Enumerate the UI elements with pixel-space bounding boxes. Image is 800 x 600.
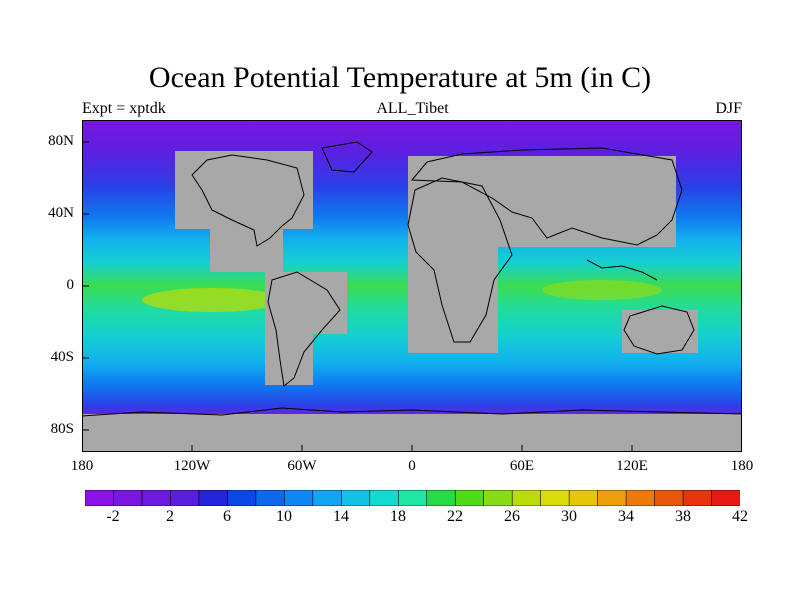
warm-pool-indian: [542, 280, 662, 300]
warm-pool-pacific: [142, 288, 282, 312]
land-south-america: [265, 272, 347, 334]
coastline-australia: [623, 305, 695, 355]
colorbar-swatch: [85, 490, 115, 506]
colorbar-swatch: [340, 490, 371, 506]
colorbar: [85, 490, 740, 506]
colorbar-swatch: [141, 490, 172, 506]
colorbar-label: 14: [333, 508, 349, 525]
land-australia: [622, 310, 698, 353]
colorbar-swatch: [454, 490, 485, 506]
coastline-south-america: [267, 271, 341, 387]
colorbar-label: 38: [675, 508, 691, 525]
colorbar-swatch: [198, 490, 228, 506]
coastline-eurasia: [410, 147, 683, 246]
land-central-america: [210, 225, 283, 272]
colorbar-swatch: [540, 490, 570, 506]
colorbar-swatch: [284, 490, 314, 506]
colorbar-swatch: [483, 490, 513, 506]
colorbar-label: 30: [561, 508, 577, 525]
experiment-label: Expt = xptdk: [82, 100, 166, 117]
colorbar-swatch: [711, 490, 740, 506]
coastline-north-america: [191, 154, 305, 247]
colorbar-swatch: [369, 490, 399, 506]
land-africa-eurasia: [408, 156, 498, 353]
colorbar-swatch: [113, 490, 143, 506]
land-asia: [498, 156, 676, 247]
lon-label-120w: 120W: [173, 458, 211, 474]
lat-label-80n: 80N: [48, 133, 74, 149]
colorbar-swatch: [426, 490, 456, 506]
coastline-africa: [407, 177, 513, 343]
map-title: Ocean Potential Temperature at 5m (in C): [148, 61, 652, 94]
colorbar-label: 6: [223, 508, 231, 525]
colorbar-label: 2: [166, 508, 174, 525]
lon-label-180-west: 180: [70, 458, 94, 474]
colorbar-swatch: [654, 490, 684, 506]
colorbar-swatch: [682, 490, 713, 506]
colorbar-label: 22: [447, 508, 463, 525]
colorbar-label: 10: [276, 508, 292, 525]
colorbar-swatch: [170, 490, 200, 506]
run-name-label: ALL_Tibet: [376, 100, 449, 117]
lon-label-120e: 120E: [616, 458, 648, 474]
land-south-america-tip: [265, 334, 313, 385]
coastline-greenland: [321, 141, 373, 173]
colorbar-label: -2: [106, 508, 120, 525]
lon-label-60e: 60E: [509, 458, 535, 474]
lon-label-180-east: 180: [730, 458, 754, 474]
coastline-maritime-asia: [586, 259, 658, 281]
season-label: DJF: [715, 100, 742, 117]
colorbar-swatch: [255, 490, 285, 506]
lat-label-40s: 40S: [50, 349, 74, 365]
colorbar-swatch: [625, 490, 656, 506]
colorbar-label: 42: [732, 508, 748, 525]
lon-label-60w: 60W: [287, 458, 317, 474]
lat-label-equator: 0: [66, 277, 75, 293]
colorbar-swatch: [312, 490, 342, 506]
coastline-antarctica: [82, 407, 742, 417]
land-masks: [82, 151, 742, 452]
coastlines: [82, 141, 742, 417]
land-north-america: [175, 151, 313, 229]
lon-label-0: 0: [408, 458, 416, 474]
colorbar-label: 34: [618, 508, 634, 525]
colorbar-swatch: [568, 490, 599, 506]
temperature-map: [82, 120, 742, 452]
tick-marks: [82, 141, 633, 452]
colorbar-swatch: [227, 490, 257, 506]
colorbar-swatch: [397, 490, 428, 506]
colorbar-label: 18: [390, 508, 406, 525]
colorbar-swatch: [597, 490, 627, 506]
lat-label-40n: 40N: [48, 205, 74, 221]
lat-label-80s: 80S: [50, 421, 74, 437]
colorbar-label: 26: [504, 508, 520, 525]
colorbar-swatch: [511, 490, 542, 506]
